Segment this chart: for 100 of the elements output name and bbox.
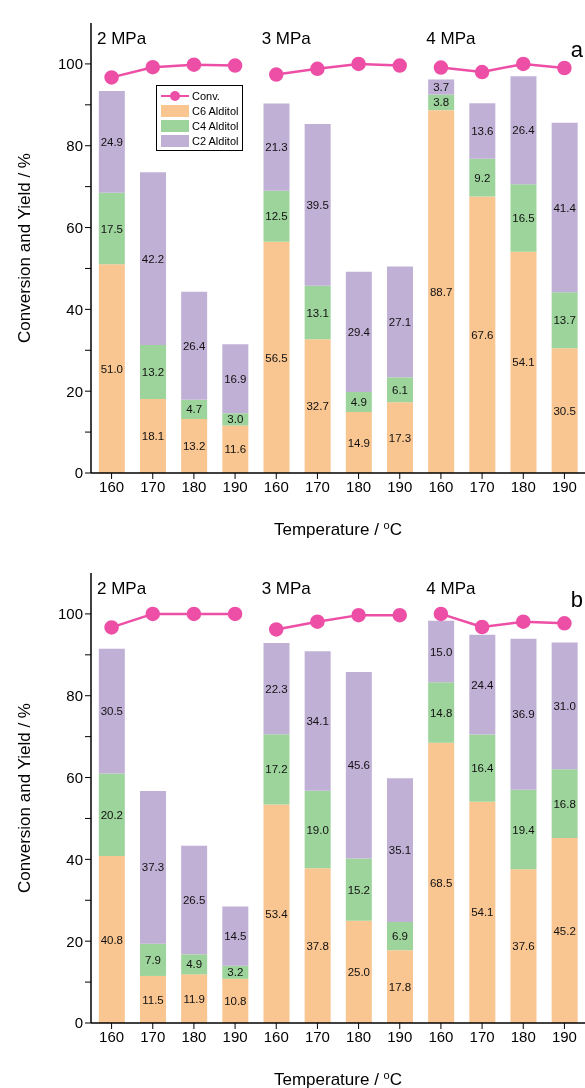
x-tick-label: 180 [510, 1027, 536, 1045]
data-label: 27.1 [388, 315, 412, 328]
data-label: 37.8 [306, 939, 329, 952]
bar [510, 76, 537, 185]
point [351, 607, 366, 623]
x-tick-label: 190 [222, 1027, 248, 1045]
point [392, 58, 407, 73]
x-tick-label: 160 [263, 477, 289, 495]
bar [510, 638, 537, 790]
bar [469, 734, 496, 802]
point [516, 614, 531, 629]
x-tick-label: 190 [222, 477, 248, 495]
point [227, 58, 243, 73]
data-label: 14.5 [224, 930, 247, 943]
bar [222, 344, 249, 414]
data-label: 3.2 [227, 966, 244, 979]
bar [98, 264, 125, 473]
bar [181, 974, 208, 1023]
data-label: 26.4 [512, 124, 536, 137]
data-label: 17.8 [388, 980, 412, 993]
data-label: 21.3 [265, 141, 288, 154]
point [186, 57, 202, 72]
data-label: 13.1 [306, 306, 329, 319]
data-label: 30.5 [553, 404, 576, 417]
y-tick-label: 40 [66, 850, 83, 868]
x-tick-label: 170 [304, 1027, 330, 1045]
bar [98, 192, 125, 265]
bar [551, 769, 578, 839]
bar [386, 402, 413, 473]
data-label: 9.2 [474, 171, 491, 184]
data-label: 16.4 [471, 762, 495, 775]
bar [469, 801, 496, 1023]
data-label: 3.8 [433, 96, 450, 109]
x-axis-title: Temperature / $^{o}$C [273, 1069, 403, 1088]
data-label: 51.0 [100, 362, 124, 375]
data-label: 3.7 [433, 81, 450, 94]
x-tick-label: 160 [428, 477, 454, 495]
bar [386, 266, 413, 378]
point [433, 60, 449, 75]
legend-label: C4 Alditol [192, 119, 239, 132]
bar [428, 110, 455, 473]
data-label: 42.2 [141, 252, 165, 265]
y-axis-title: Conversion and Yield / % [15, 153, 34, 343]
point [310, 614, 325, 629]
data-label: 16.5 [512, 212, 535, 225]
data-label: 6.9 [391, 930, 408, 943]
point [557, 616, 572, 631]
point [474, 64, 490, 80]
bar [222, 906, 249, 966]
data-label: 16.8 [553, 797, 576, 810]
point [433, 606, 449, 622]
bar [510, 789, 537, 870]
point [351, 56, 366, 72]
bar [263, 190, 290, 242]
bar [139, 398, 166, 473]
point [392, 607, 407, 623]
bar [304, 790, 331, 869]
bar [263, 734, 290, 805]
data-label: 17.2 [265, 763, 288, 776]
data-label: 4.9 [350, 396, 367, 409]
y-tick-label: 100 [57, 605, 83, 623]
bar [428, 79, 455, 95]
data-label: 19.0 [306, 823, 329, 836]
data-label: 88.7 [429, 285, 453, 298]
point [104, 70, 119, 85]
data-label: 29.4 [347, 325, 371, 338]
bar [139, 975, 166, 1023]
point [145, 606, 160, 622]
x-tick-label: 190 [551, 477, 577, 495]
x-tick-label: 190 [387, 1027, 413, 1045]
bar [428, 620, 455, 683]
bar [98, 648, 125, 774]
data-label: 16.9 [224, 372, 247, 385]
annotation: b [570, 587, 583, 613]
bar [98, 773, 125, 857]
x-axis-title: Temperature / $^{o}$C [273, 519, 403, 539]
data-label: 18.1 [141, 430, 165, 443]
point [474, 619, 490, 635]
y-tick-label: 0 [74, 1014, 83, 1032]
bar [551, 348, 578, 473]
data-label: 39.5 [306, 198, 329, 211]
bar [551, 292, 578, 349]
bar [469, 103, 496, 159]
y-tick-label: 80 [66, 687, 83, 705]
y-tick-label: 0 [74, 464, 83, 482]
bar [304, 285, 331, 340]
y-axis-title: Conversion and Yield / % [15, 703, 34, 893]
data-label: 7.9 [144, 953, 161, 966]
y-tick-label: 20 [66, 382, 83, 400]
data-label: 31.0 [553, 700, 576, 713]
y-tick-label: 100 [57, 55, 83, 73]
bar [263, 804, 290, 1023]
bar [345, 858, 372, 921]
bar [181, 845, 208, 955]
data-label: 19.4 [512, 823, 536, 836]
data-label: 68.5 [429, 876, 453, 889]
x-tick-label: 180 [346, 1027, 372, 1045]
legend-label: C6 Alditol [192, 104, 239, 117]
data-label: 13.2 [182, 440, 206, 453]
bar [304, 124, 331, 286]
